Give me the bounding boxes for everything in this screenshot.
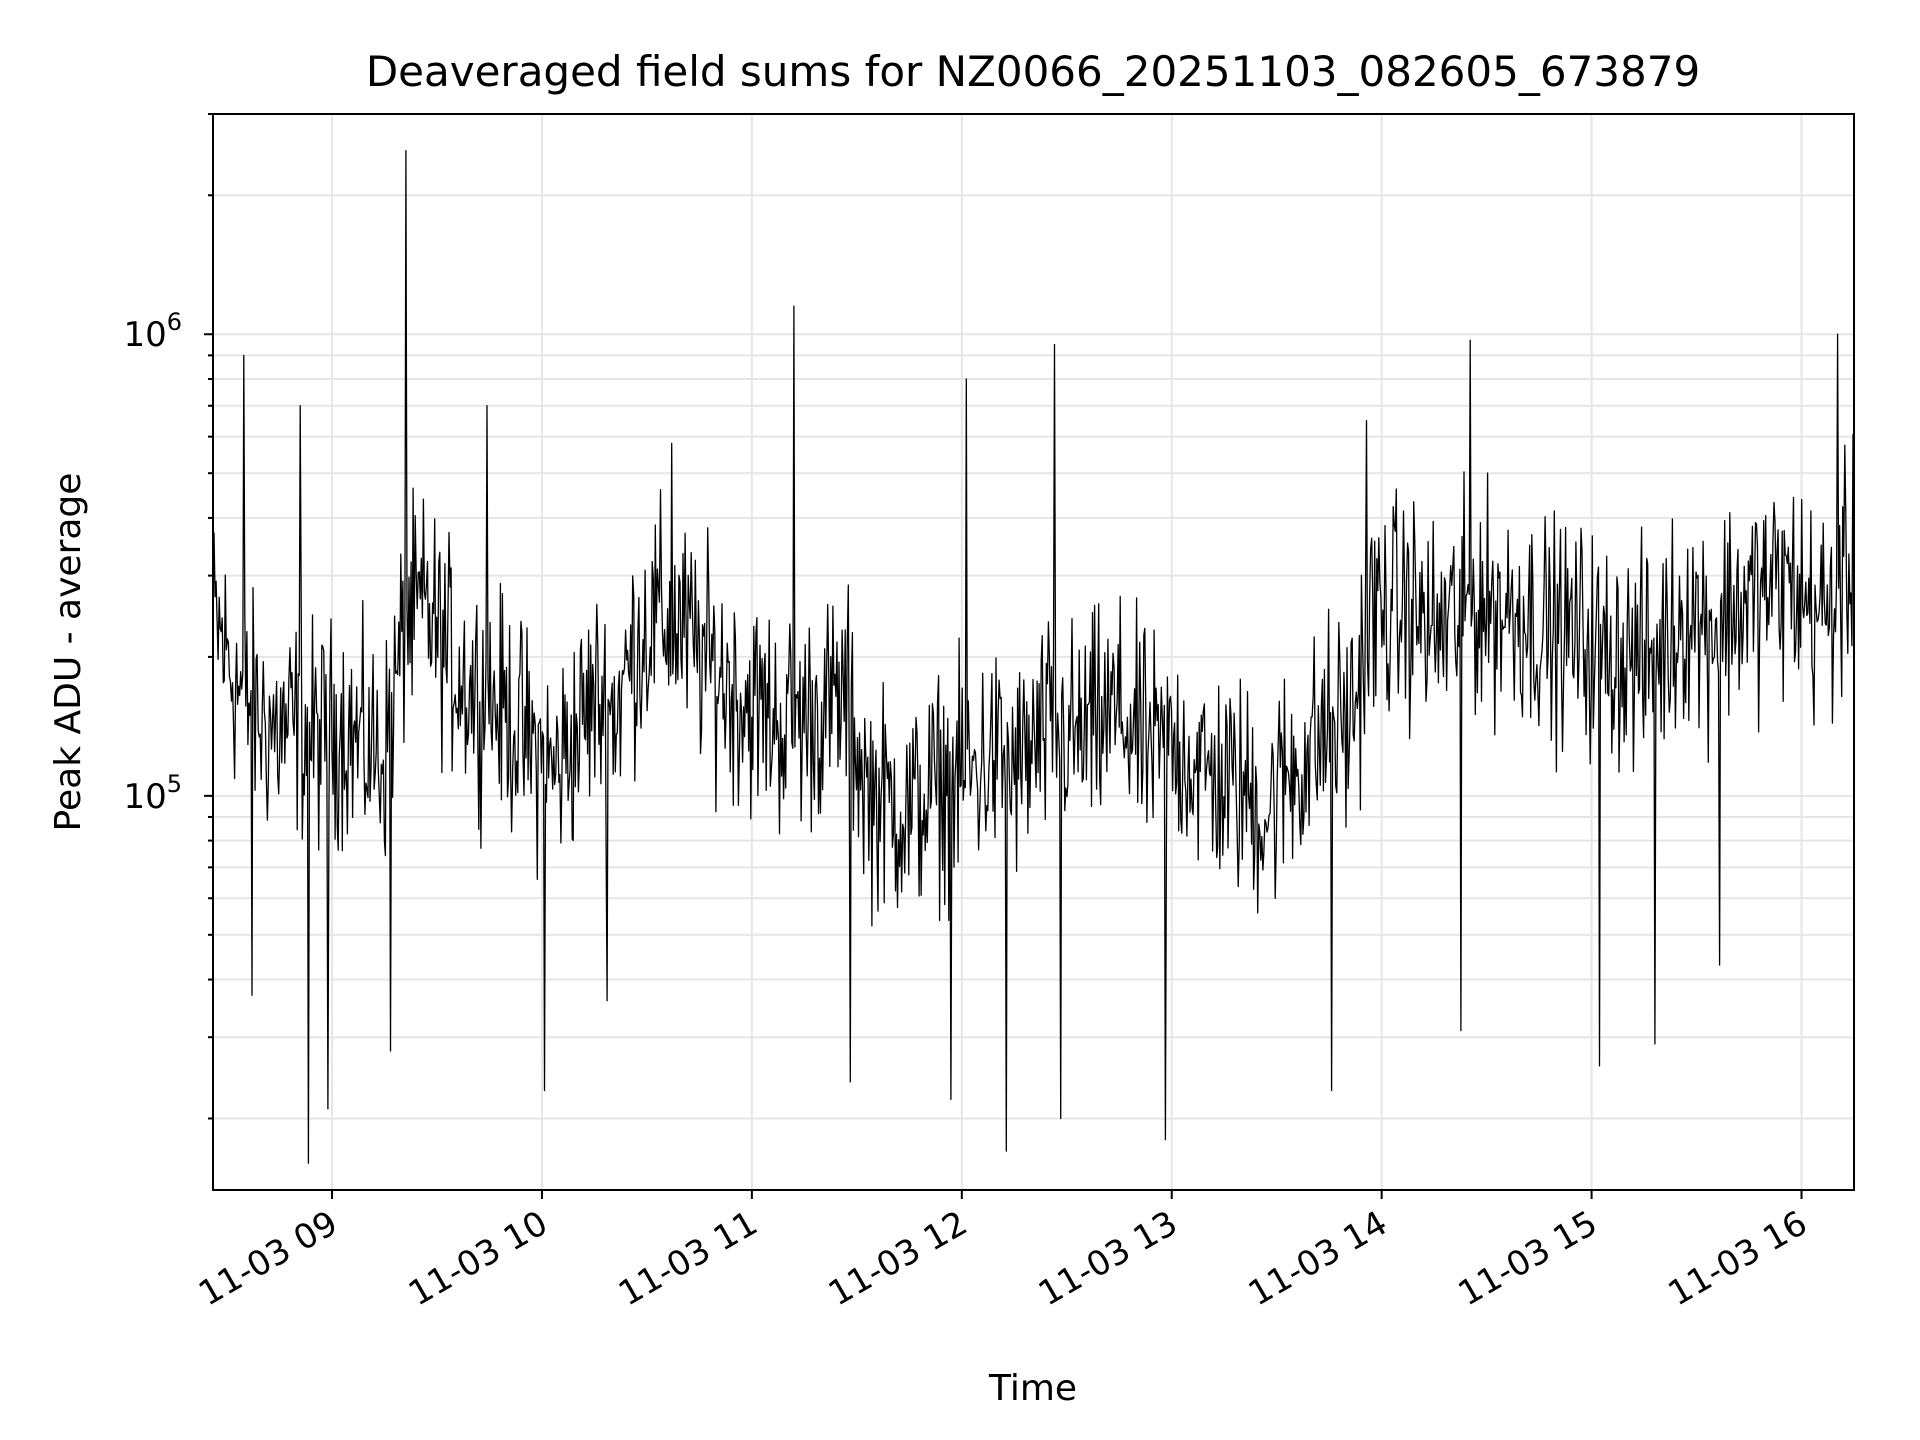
series-line xyxy=(212,149,1855,1164)
x-tick-label: 11-03 12 xyxy=(822,1203,974,1314)
series-layer xyxy=(212,149,1855,1164)
y-tick-label-exponent: 6 xyxy=(167,308,182,336)
y-tick-label-base: 10 xyxy=(123,315,166,355)
x-tick-label: 11-03 11 xyxy=(612,1203,764,1314)
plot-frame xyxy=(212,113,1855,1191)
x-tick-label: 11-03 15 xyxy=(1452,1203,1604,1314)
y-axis-label: Peak ADU - average xyxy=(48,473,89,832)
x-tick-label: 11-03 10 xyxy=(402,1203,554,1314)
x-axis-label: Time xyxy=(988,1368,1077,1409)
x-tick-label: 11-03 16 xyxy=(1662,1203,1814,1314)
y-tick-label-base: 10 xyxy=(123,777,166,817)
y-tick-label: 105 xyxy=(123,770,182,817)
y-tick-label: 106 xyxy=(123,308,182,355)
x-tick-label: 11-03 13 xyxy=(1032,1203,1184,1314)
x-tick-label: 11-03 09 xyxy=(192,1203,344,1314)
chart-title: Deaveraged field sums for NZ0066_2025110… xyxy=(366,47,1700,96)
x-tick-label: 11-03 14 xyxy=(1242,1203,1394,1314)
y-tick-label-exponent: 5 xyxy=(167,770,182,798)
x-axis: 11-03 09 11-03 10 11-03 11 11-03 12 11-03 13… xyxy=(192,1190,1814,1314)
